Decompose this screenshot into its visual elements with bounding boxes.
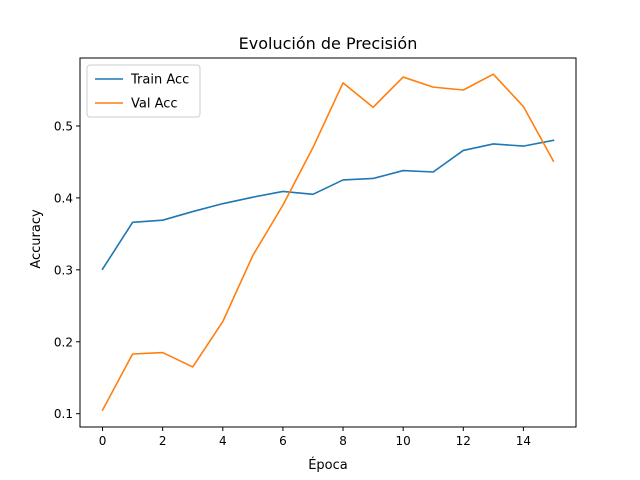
x-tick-label: 14 [516, 434, 531, 448]
y-tick-label: 0.1 [54, 407, 73, 421]
x-tick-label: 6 [279, 434, 287, 448]
series-line-0 [101, 139, 555, 271]
legend-label-1: Val Acc [131, 97, 178, 112]
y-tick-label: 0.2 [54, 335, 73, 349]
axes-frame [79, 57, 577, 428]
x-tick-label: 2 [159, 434, 167, 448]
chart-title: Evolución de Precisión [239, 34, 418, 53]
x-tick-label: 8 [339, 434, 347, 448]
x-tick-label: 4 [219, 434, 227, 448]
series-line-1 [101, 73, 555, 412]
legend: Train Acc Val Acc [86, 64, 201, 118]
x-axis-label: Época [308, 457, 348, 473]
x-tick-label: 10 [396, 434, 411, 448]
axes: 0 2 4 6 8 10 12 14 0.1 0.2 0.3 0.4 0.5 [54, 57, 577, 448]
y-tick-label: 0.5 [54, 119, 73, 133]
x-tick-label: 12 [456, 434, 471, 448]
plot-area [101, 73, 555, 412]
legend-box [86, 64, 201, 118]
x-tick-label: 0 [99, 434, 107, 448]
y-tick-label: 0.3 [54, 263, 73, 277]
y-tick-label: 0.4 [54, 191, 73, 205]
legend-label-0: Train Acc [130, 73, 189, 88]
y-axis-label: Accuracy [29, 209, 44, 269]
